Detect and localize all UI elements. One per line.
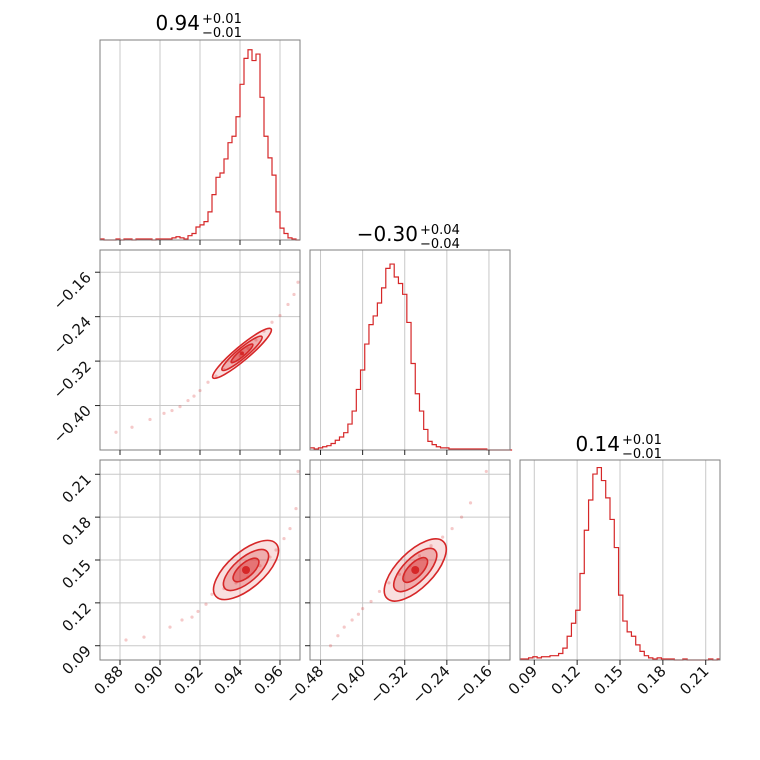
p3-vs-p1-point-2 (168, 625, 172, 629)
title-hist-p1-lower: −0.01 (202, 26, 242, 41)
p3-vs-p1-ytick-label-3: 0.18 (58, 513, 94, 549)
p3-vs-p1-point-1 (142, 635, 146, 639)
title-hist-p2: −0.30 (357, 222, 418, 246)
p3-vs-p2-point-9 (397, 572, 402, 576)
p2-vs-p1-point-3 (162, 411, 166, 415)
p3-vs-p2-xtick-label-2: −0.32 (366, 662, 411, 707)
p2-vs-p1-ytick-label-1: −0.32 (50, 357, 95, 402)
p3-vs-p1-xtick-label-0: 0.88 (90, 662, 126, 698)
p3-vs-p2-point-12 (429, 544, 433, 548)
p3-vs-p2-point-4 (356, 612, 361, 616)
p3-vs-p2-point-6 (369, 599, 373, 604)
hist-p2-frame (309, 249, 511, 451)
title-hist-p2-upper: +0.04 (420, 223, 460, 238)
p2-vs-p1-density-peak (240, 351, 244, 356)
p3-vs-p2-point-15 (459, 515, 464, 519)
p3-vs-p2-point-17 (484, 469, 488, 474)
p3-vs-p1-point-6 (204, 602, 208, 606)
p2-vs-p1-point-8 (198, 388, 202, 393)
title-hist-p2-lower: −0.04 (420, 237, 460, 252)
p3-vs-p2-xtick-label-0: −0.48 (282, 662, 327, 707)
p3-vs-p1-point-16 (294, 506, 298, 511)
p2-vs-p1-point-14 (246, 346, 250, 350)
p3-vs-p1-point-3 (180, 618, 184, 622)
p3-vs-p1-point-14 (282, 536, 286, 541)
p2-vs-p1-point-7 (192, 394, 196, 398)
p3-vs-p2-point-11 (417, 554, 422, 558)
title-hist-p1-value: 0.94 (155, 11, 200, 35)
hist-p3-xtick-label-4: 0.21 (676, 662, 712, 698)
p3-vs-p1-xtick-label-3: 0.94 (210, 662, 246, 698)
p3-vs-p2-point-3 (350, 618, 354, 622)
p2-vs-p1-point-21 (296, 280, 300, 284)
p3-vs-p1-xtick-label-4: 0.96 (250, 662, 286, 698)
p3-vs-p2-point-14 (450, 526, 454, 531)
p3-vs-p1-point-17 (296, 469, 300, 474)
p3-vs-p1-point-13 (274, 548, 278, 552)
p2-vs-p1-ytick-label-0: −0.40 (50, 402, 95, 447)
p2-vs-p1-point-1 (130, 425, 134, 429)
p2-vs-p1: −0.40−0.32−0.24−0.16 (50, 249, 301, 455)
p3-vs-p2-xtick-label-4: −0.16 (451, 662, 496, 707)
p3-vs-p2-point-16 (468, 501, 473, 505)
p3-vs-p1-point-7 (210, 592, 214, 596)
hist-p1 (99, 39, 301, 245)
p2-vs-p1-point-18 (278, 313, 282, 318)
p2-vs-p1-point-4 (170, 408, 174, 413)
title-hist-p1-upper: +0.01 (202, 12, 242, 27)
title-hist-p3: 0.14 (575, 432, 620, 456)
p3-vs-p1-point-4 (190, 615, 194, 619)
title-hist-p3-value: 0.14 (575, 432, 620, 456)
p3-vs-p1-xtick-label-1: 0.90 (130, 662, 166, 698)
p3-vs-p2-point-5 (361, 606, 365, 611)
p3-vs-p2: −0.48−0.40−0.32−0.24−0.16 (282, 459, 511, 707)
p3-vs-p1-ytick-label-4: 0.21 (58, 470, 94, 506)
p2-vs-p1-ytick-label-3: −0.16 (50, 268, 95, 313)
hist-p3-xtick-label-1: 0.12 (548, 662, 584, 698)
p3-vs-p2-point-1 (336, 634, 340, 638)
hist-p2-step-line (310, 263, 513, 451)
p3-vs-p1-point-5 (196, 609, 200, 614)
p2-vs-p1-point-20 (292, 292, 296, 297)
p2-vs-p1-point-6 (186, 398, 190, 403)
hist-p3-xtick-label-0: 0.09 (505, 662, 541, 698)
p3-vs-p1-xtick-label-2: 0.92 (170, 662, 206, 698)
title-hist-p1: 0.94 (155, 11, 200, 35)
p3-vs-p1-point-15 (288, 526, 292, 531)
p2-vs-p1-point-0 (114, 430, 118, 434)
p2-vs-p1-point-5 (178, 405, 182, 409)
p3-vs-p1-ytick-label-0: 0.09 (58, 642, 94, 678)
p3-vs-p2-point-0 (328, 644, 333, 648)
p2-vs-p1-point-9 (206, 380, 210, 384)
p2-vs-p1-point-17 (270, 320, 274, 324)
hist-p2 (309, 249, 513, 455)
p3-vs-p2-density-peak (411, 566, 420, 574)
p3-vs-p2-xtick-label-3: −0.24 (408, 662, 453, 707)
p3-vs-p1-density-peak (242, 566, 250, 574)
p3-vs-p1-point-0 (124, 638, 128, 642)
p3-vs-p2-point-13 (441, 535, 445, 539)
p3-vs-p1-ytick-label-1: 0.12 (58, 599, 94, 635)
p3-vs-p2-point-7 (377, 589, 382, 594)
title-hist-p3-lower: −0.01 (622, 447, 662, 462)
p2-vs-p1-point-10 (214, 374, 218, 378)
p2-vs-p1-point-15 (254, 338, 258, 342)
hist-p3-xtick-label-2: 0.15 (590, 662, 626, 698)
hist-p3: 0.09 0.12 0.15 0.18 0.21 (505, 459, 721, 698)
p2-vs-p1-point-2 (148, 417, 152, 422)
hist-p1-step-line (100, 49, 300, 241)
title-hist-p3-upper: +0.01 (622, 433, 662, 448)
title-hist-p2-value: −0.30 (357, 222, 418, 246)
hist-p3-xtick-label-3: 0.18 (633, 662, 669, 698)
p3-vs-p1-ytick-label-2: 0.15 (58, 556, 94, 592)
p3-vs-p2-point-8 (387, 581, 391, 585)
p3-vs-p2-point-2 (342, 625, 346, 629)
p3-vs-p1: 0.88 0.90 0.92 0.94 0.96 0.09 0.12 0.15 0.18 0.21 (58, 459, 301, 698)
p3-vs-p2-xtick-label-1: −0.40 (324, 662, 369, 707)
p2-vs-p1-point-19 (286, 302, 290, 307)
p2-vs-p1-ytick-label-2: −0.24 (50, 313, 95, 358)
